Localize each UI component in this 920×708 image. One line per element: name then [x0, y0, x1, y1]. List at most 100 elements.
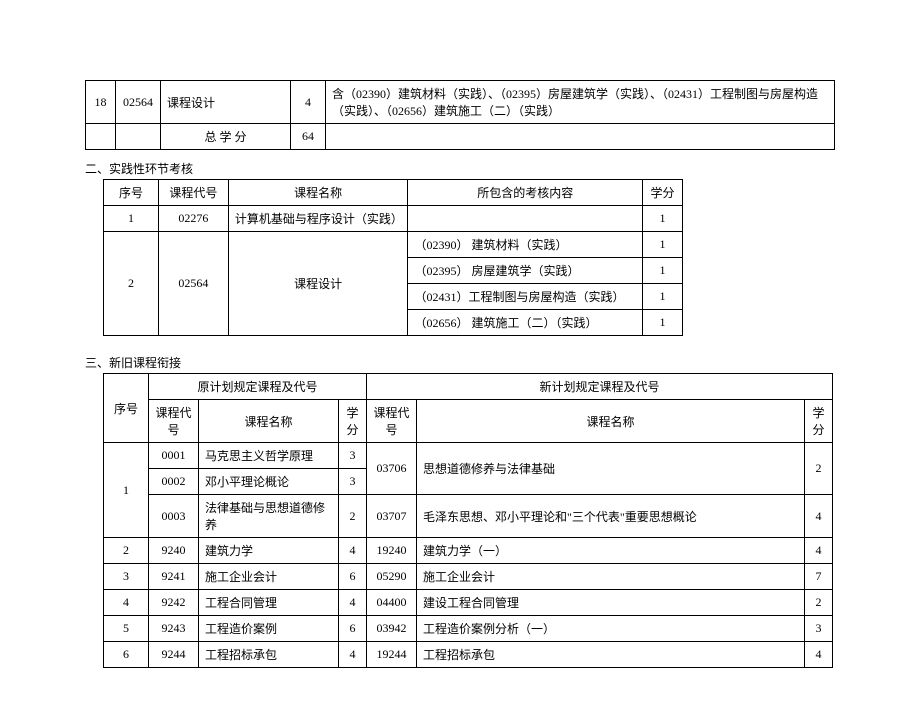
- table-header-row: 课程代号 课程名称 学分 课程代号 课程名称 学分: [104, 400, 833, 443]
- cell-idx: 18: [86, 81, 116, 124]
- cell-content: （02431）工程制图与房屋构造（实践）: [408, 284, 643, 310]
- cell-newcode: 19244: [367, 642, 417, 668]
- table-row: 6 9244 工程招标承包 4 19244 工程招标承包 4: [104, 642, 833, 668]
- cell-newname: 毛泽东思想、邓小平理论和"三个代表"重要思想概论: [417, 495, 805, 538]
- cell-idx: 2: [104, 232, 159, 336]
- header-oldname: 课程名称: [199, 400, 339, 443]
- cell-code: 02564: [116, 81, 161, 124]
- cell-oldcredit: 2: [339, 495, 367, 538]
- header-oldcode: 课程代号: [149, 400, 199, 443]
- cell-name: 计算机基础与程序设计（实践）: [228, 206, 408, 232]
- section3-title: 三、新旧课程衔接: [85, 354, 835, 371]
- cell-oldname: 邓小平理论概论: [199, 469, 339, 495]
- cell-idx: 6: [104, 642, 149, 668]
- header-oldcredit: 学分: [339, 400, 367, 443]
- cell-newname: 工程造价案例分析（一）: [417, 616, 805, 642]
- cell-oldcredit: 3: [339, 469, 367, 495]
- cell-newcode: 05290: [367, 564, 417, 590]
- cell-oldcredit: 6: [339, 564, 367, 590]
- header-new-title: 新计划规定课程及代号: [367, 374, 833, 400]
- cell-newcredit: 4: [805, 495, 833, 538]
- cell-idx: 5: [104, 616, 149, 642]
- cell-oldcredit: 4: [339, 590, 367, 616]
- cell-oldcode: 9240: [149, 538, 199, 564]
- cell-newname: 建设工程合同管理: [417, 590, 805, 616]
- cell-idx: 2: [104, 538, 149, 564]
- cell-credit: 1: [643, 232, 683, 258]
- cell-oldcredit: 4: [339, 642, 367, 668]
- cell-oldcode: 9242: [149, 590, 199, 616]
- cell-oldcode: 0001: [149, 443, 199, 469]
- cell-credit: 4: [291, 81, 326, 124]
- cell-desc: 含（02390）建筑材料（实践）、（02395）房屋建筑学（实践）、（02431…: [326, 81, 835, 124]
- cell-newname: 建筑力学（一）: [417, 538, 805, 564]
- header-idx: 序号: [104, 180, 159, 206]
- cell-content: [408, 206, 643, 232]
- cell-oldname: 施工企业会计: [199, 564, 339, 590]
- cell-oldcode: 9244: [149, 642, 199, 668]
- header-old-title: 原计划规定课程及代号: [149, 374, 367, 400]
- practice-assessment-table: 序号 课程代号 课程名称 所包含的考核内容 学分 1 02276 计算机基础与程…: [103, 179, 683, 336]
- cell-empty: [326, 124, 835, 150]
- course-summary-table: 18 02564 课程设计 4 含（02390）建筑材料（实践）、（02395）…: [85, 80, 835, 150]
- cell-newcredit: 4: [805, 538, 833, 564]
- header-content: 所包含的考核内容: [408, 180, 643, 206]
- table-row: 2 9240 建筑力学 4 19240 建筑力学（一） 4: [104, 538, 833, 564]
- cell-newcredit: 2: [805, 590, 833, 616]
- table-row: 1 0001 马克思主义哲学原理 3 03706 思想道德修养与法律基础 2: [104, 443, 833, 469]
- cell-newcredit: 3: [805, 616, 833, 642]
- cell-credit: 1: [643, 258, 683, 284]
- cell-credit: 1: [643, 310, 683, 336]
- table-header-row: 序号 课程代号 课程名称 所包含的考核内容 学分: [104, 180, 683, 206]
- table-row: 5 9243 工程造价案例 6 03942 工程造价案例分析（一） 3: [104, 616, 833, 642]
- table-row: 0003 法律基础与思想道德修养 2 03707 毛泽东思想、邓小平理论和"三个…: [104, 495, 833, 538]
- table-row: 18 02564 课程设计 4 含（02390）建筑材料（实践）、（02395）…: [86, 81, 835, 124]
- cell-newname: 施工企业会计: [417, 564, 805, 590]
- header-newcode: 课程代号: [367, 400, 417, 443]
- table-row: 3 9241 施工企业会计 6 05290 施工企业会计 7: [104, 564, 833, 590]
- cell-oldcode: 0003: [149, 495, 199, 538]
- cell-oldcredit: 3: [339, 443, 367, 469]
- cell-oldname: 法律基础与思想道德修养: [199, 495, 339, 538]
- cell-newcredit: 4: [805, 642, 833, 668]
- cell-total-credit: 64: [291, 124, 326, 150]
- cell-credit: 1: [643, 284, 683, 310]
- cell-credit: 1: [643, 206, 683, 232]
- cell-newcredit: 2: [805, 443, 833, 495]
- cell-total-label: 总 学 分: [161, 124, 291, 150]
- cell-name: 课程设计: [161, 81, 291, 124]
- cell-newname: 工程招标承包: [417, 642, 805, 668]
- header-newname: 课程名称: [417, 400, 805, 443]
- cell-oldcode: 9241: [149, 564, 199, 590]
- header-idx: 序号: [104, 374, 149, 443]
- cell-oldname: 工程合同管理: [199, 590, 339, 616]
- cell-code: 02564: [158, 232, 228, 336]
- cell-name: 课程设计: [228, 232, 408, 336]
- cell-oldcredit: 4: [339, 538, 367, 564]
- cell-oldcode: 9243: [149, 616, 199, 642]
- header-newcredit: 学分: [805, 400, 833, 443]
- table-row: 1 02276 计算机基础与程序设计（实践） 1: [104, 206, 683, 232]
- header-code: 课程代号: [158, 180, 228, 206]
- cell-oldcredit: 6: [339, 616, 367, 642]
- cell-newcode: 03706: [367, 443, 417, 495]
- cell-newname: 思想道德修养与法律基础: [417, 443, 805, 495]
- cell-content: （02390） 建筑材料（实践）: [408, 232, 643, 258]
- table-row: 2 02564 课程设计 （02390） 建筑材料（实践） 1: [104, 232, 683, 258]
- header-credit: 学分: [643, 180, 683, 206]
- cell-oldname: 工程造价案例: [199, 616, 339, 642]
- cell-newcode: 03942: [367, 616, 417, 642]
- cell-empty: [116, 124, 161, 150]
- cell-empty: [86, 124, 116, 150]
- cell-oldcode: 0002: [149, 469, 199, 495]
- cell-idx: 3: [104, 564, 149, 590]
- cell-content: （02395） 房屋建筑学（实践）: [408, 258, 643, 284]
- table-header-row: 序号 原计划规定课程及代号 新计划规定课程及代号: [104, 374, 833, 400]
- cell-oldname: 工程招标承包: [199, 642, 339, 668]
- cell-oldname: 马克思主义哲学原理: [199, 443, 339, 469]
- cell-code: 02276: [158, 206, 228, 232]
- course-bridge-table: 序号 原计划规定课程及代号 新计划规定课程及代号 课程代号 课程名称 学分 课程…: [103, 373, 833, 668]
- table-row: 4 9242 工程合同管理 4 04400 建设工程合同管理 2: [104, 590, 833, 616]
- table-row: 总 学 分 64: [86, 124, 835, 150]
- cell-idx: 4: [104, 590, 149, 616]
